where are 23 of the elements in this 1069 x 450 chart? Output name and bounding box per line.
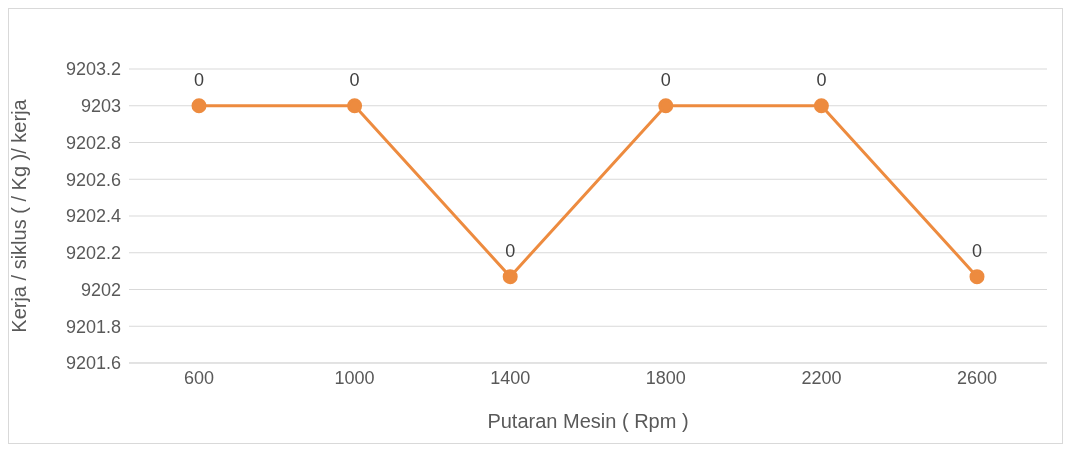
y-tick-label: 9202.6 [65, 169, 121, 190]
x-tick-label: 600 [183, 367, 215, 388]
y-tick-label: 9202.2 [65, 243, 121, 264]
annotation: 0 [193, 69, 205, 90]
annotation: 0 [816, 69, 827, 90]
x-tick-label: 1400 [490, 367, 531, 388]
y-tick-label: 9203.2 [65, 59, 121, 80]
y-tick-label: 9201.8 [65, 316, 121, 337]
annotation: 0 [505, 240, 516, 261]
x-tick-label: 1000 [334, 367, 375, 388]
x-tick-label: 2200 [801, 367, 842, 388]
y-axis-title: Kerja / siklus ( / Kg )/ kerja [8, 98, 31, 333]
x-axis-title: Putaran Mesin ( Rpm ) [487, 410, 689, 432]
y-tick-label: 9202.8 [65, 132, 121, 153]
y-tick-label: 9201.6 [65, 353, 121, 374]
annotation: 0 [660, 69, 671, 90]
x-tick-label: 1800 [645, 367, 686, 388]
y-tick-label: 9202 [80, 279, 121, 300]
x-tick-label: 2600 [956, 367, 998, 388]
y-tick-label: 9202.4 [65, 206, 121, 227]
annotation: 0 [971, 240, 983, 261]
annotation: 0 [349, 69, 360, 90]
y-tick-label: 9203 [80, 96, 121, 117]
